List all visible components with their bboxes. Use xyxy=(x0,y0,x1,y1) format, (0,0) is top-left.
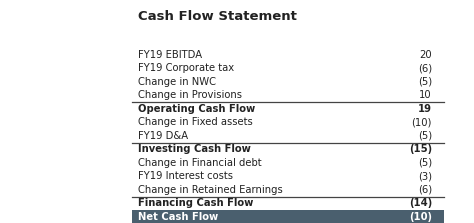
Text: (10): (10) xyxy=(411,117,432,127)
Text: Change in NWC: Change in NWC xyxy=(138,77,216,87)
Text: Change in Financial debt: Change in Financial debt xyxy=(138,158,262,168)
Text: FY19 D&A: FY19 D&A xyxy=(138,131,188,141)
Text: FY19 Corporate tax: FY19 Corporate tax xyxy=(138,63,234,73)
Text: FY19 EBITDA: FY19 EBITDA xyxy=(138,50,202,60)
Text: Net Cash Flow: Net Cash Flow xyxy=(138,212,218,222)
Text: Operating Cash Flow: Operating Cash Flow xyxy=(138,104,255,114)
Text: 10: 10 xyxy=(419,90,432,100)
Text: 19: 19 xyxy=(418,104,432,114)
Text: Change in Provisions: Change in Provisions xyxy=(138,90,242,100)
Text: Financing Cash Flow: Financing Cash Flow xyxy=(138,198,254,208)
Text: Investing Cash Flow: Investing Cash Flow xyxy=(138,144,251,154)
Text: Change in Fixed assets: Change in Fixed assets xyxy=(138,117,253,127)
Text: (6): (6) xyxy=(418,63,432,73)
Text: Cash Flow Statement: Cash Flow Statement xyxy=(138,10,297,23)
Text: (5): (5) xyxy=(418,131,432,141)
Text: Change in Retained Earnings: Change in Retained Earnings xyxy=(138,185,283,195)
Text: (15): (15) xyxy=(409,144,432,154)
Text: (14): (14) xyxy=(409,198,432,208)
Text: 20: 20 xyxy=(419,50,432,60)
Text: (6): (6) xyxy=(418,185,432,195)
Text: FY19 Interest costs: FY19 Interest costs xyxy=(138,171,233,181)
Text: (5): (5) xyxy=(418,77,432,87)
Text: (3): (3) xyxy=(418,171,432,181)
Text: (5): (5) xyxy=(418,158,432,168)
Text: (10): (10) xyxy=(409,212,432,222)
Bar xyxy=(132,210,444,223)
